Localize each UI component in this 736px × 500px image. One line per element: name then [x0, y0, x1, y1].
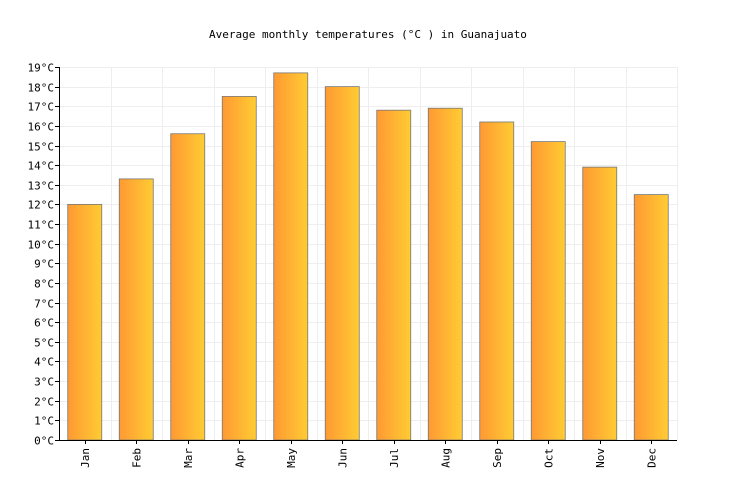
x-tick-label: Sep — [491, 448, 504, 468]
y-tick-label: 18°C — [28, 82, 55, 95]
x-tick-label: May — [285, 448, 298, 468]
y-tick-label: 16°C — [28, 121, 55, 134]
axes-layer — [55, 67, 677, 444]
x-tick-label: Mar — [182, 448, 195, 468]
y-tick-label: 1°C — [34, 415, 54, 428]
bar-sep — [479, 121, 515, 441]
bar-aug — [427, 107, 463, 441]
x-tick-label: Feb — [130, 448, 143, 468]
bars-layer — [67, 72, 669, 441]
y-tick-label: 9°C — [34, 258, 54, 271]
y-tick-label: 14°C — [28, 160, 55, 173]
y-tick-label: 12°C — [28, 199, 55, 212]
y-tick-label: 3°C — [34, 376, 54, 389]
x-tick-label: Aug — [439, 448, 452, 468]
bar-feb — [118, 178, 154, 441]
y-tick-label: 0°C — [34, 435, 54, 448]
y-tick-label: 11°C — [28, 219, 55, 232]
y-tick-label: 7°C — [34, 298, 54, 311]
bar-apr — [221, 96, 257, 441]
y-tick-labels: 0°C 1°C 2°C 3°C 4°C 5°C 6°C 7°C 8°C 9°C 10°C 11°C 12… — [28, 62, 55, 448]
y-tick-label: 2°C — [34, 396, 54, 409]
x-tick-labels: Jan Feb Mar Apr May Jun Jul Aug Sep Oct Nov Dec — [79, 448, 659, 468]
y-tick-label: 17°C — [28, 101, 55, 114]
y-tick-label: 19°C — [28, 62, 55, 75]
bar-nov — [582, 166, 618, 441]
x-tick-label: Jun — [336, 448, 349, 468]
x-tick-label: Apr — [233, 448, 246, 468]
bar-jun — [324, 86, 360, 441]
y-tick-label: 10°C — [28, 239, 55, 252]
y-tick-label: 8°C — [34, 278, 54, 291]
x-tick-label: Jan — [79, 448, 92, 468]
bar-jul — [376, 109, 412, 441]
bar-oct — [530, 141, 566, 441]
x-tick-label: Oct — [542, 448, 555, 468]
x-tick-label: Jul — [388, 448, 401, 468]
y-tick-label: 13°C — [28, 180, 55, 193]
y-tick-label: 4°C — [34, 356, 54, 369]
bar-may — [273, 72, 309, 441]
bar-mar — [170, 133, 206, 441]
y-tick-label: 15°C — [28, 141, 55, 154]
grid-layer — [59, 67, 678, 441]
bar-jan — [67, 204, 103, 441]
y-tick-label: 6°C — [34, 317, 54, 330]
x-tick-label: Dec — [645, 448, 658, 468]
bar-dec — [633, 194, 669, 441]
chart-title: Average monthly temperatures (°C ) in Gu… — [209, 28, 527, 41]
x-tick-label: Nov — [594, 448, 607, 468]
y-tick-label: 5°C — [34, 337, 54, 350]
